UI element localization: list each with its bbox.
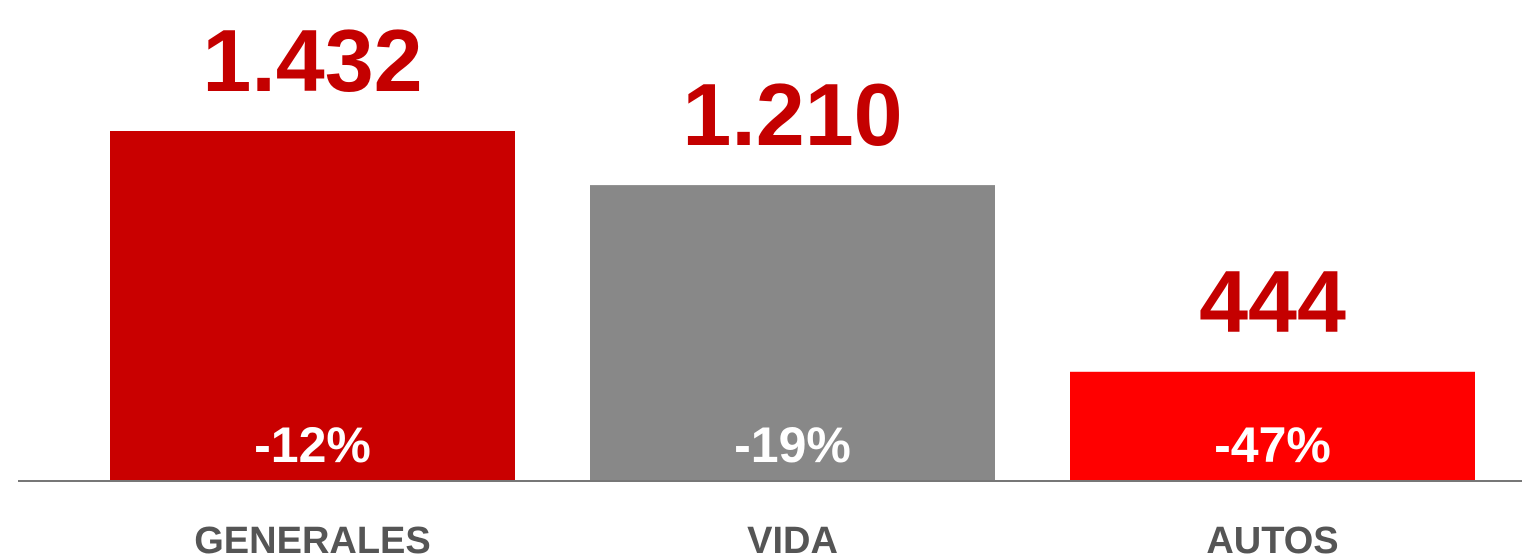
category-label: AUTOS (1206, 520, 1338, 557)
category-label: GENERALES (194, 520, 430, 557)
bar (590, 185, 995, 481)
change-label: -19% (734, 417, 851, 473)
change-label: -47% (1214, 417, 1331, 473)
change-label: -12% (254, 417, 371, 473)
bar (1070, 371, 1475, 480)
value-label: 1.210 (682, 65, 902, 164)
bar (110, 131, 515, 480)
category-label: VIDA (747, 520, 838, 557)
value-label: 444 (1199, 252, 1346, 351)
value-label: 1.432 (202, 11, 422, 110)
